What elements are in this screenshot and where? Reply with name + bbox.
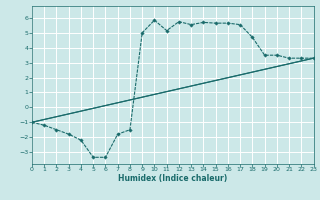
- X-axis label: Humidex (Indice chaleur): Humidex (Indice chaleur): [118, 174, 228, 183]
